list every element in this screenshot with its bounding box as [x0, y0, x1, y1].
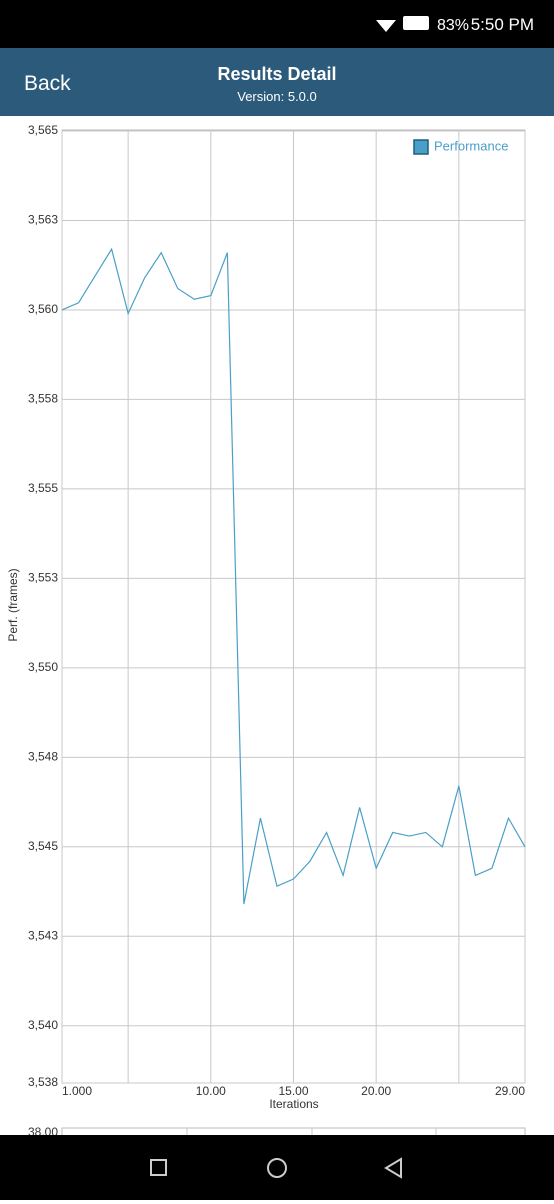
- x-axis-title: Iterations: [269, 1097, 318, 1111]
- battery-text: 83%: [437, 17, 469, 34]
- legend-swatch: [413, 139, 429, 155]
- home-button[interactable]: [267, 1158, 287, 1178]
- status-bar: [0, 0, 554, 48]
- y-tick-label: 3,555: [28, 481, 58, 495]
- clock: 5:50 PM: [471, 15, 534, 34]
- y-tick-label: 3,550: [28, 660, 58, 674]
- x-tick-label: 15.00: [278, 1084, 308, 1098]
- y-tick-label: 3,538: [28, 1075, 58, 1089]
- x-tick-label: 20.00: [361, 1084, 391, 1098]
- app-header: [0, 48, 554, 116]
- y-tick-label: 3,558: [28, 392, 58, 406]
- nav-bar: [0, 1135, 554, 1200]
- back-nav-button[interactable]: [384, 1157, 402, 1179]
- y-axis-title: Perf. (frames): [6, 568, 20, 641]
- x-tick-label: 29.00: [495, 1084, 525, 1098]
- y-tick-label: 3,543: [28, 928, 58, 942]
- y-tick-label: 3,545: [28, 839, 58, 853]
- content: [0, 116, 554, 1135]
- header-title: Results Detail: [217, 64, 336, 84]
- legend-label: Performance: [434, 138, 508, 153]
- back-button[interactable]: Back: [24, 72, 71, 95]
- y-tick-label: 3,540: [28, 1018, 58, 1032]
- y-tick-label: 3,560: [28, 302, 58, 316]
- header-subtitle: Version: 5.0.0: [237, 89, 317, 104]
- y-tick-label: 3,563: [28, 213, 58, 227]
- recents-button[interactable]: [150, 1159, 167, 1176]
- y-tick-label: 3,548: [28, 749, 58, 763]
- y-tick-label: 3,553: [28, 571, 58, 585]
- wifi-icon: [376, 20, 396, 32]
- data-line: [61, 247, 526, 905]
- x-tick-label: 1.000: [62, 1084, 92, 1098]
- y-tick-label: 3,565: [28, 123, 58, 137]
- x-tick-label: 10.00: [196, 1084, 226, 1098]
- battery-icon: [403, 16, 429, 30]
